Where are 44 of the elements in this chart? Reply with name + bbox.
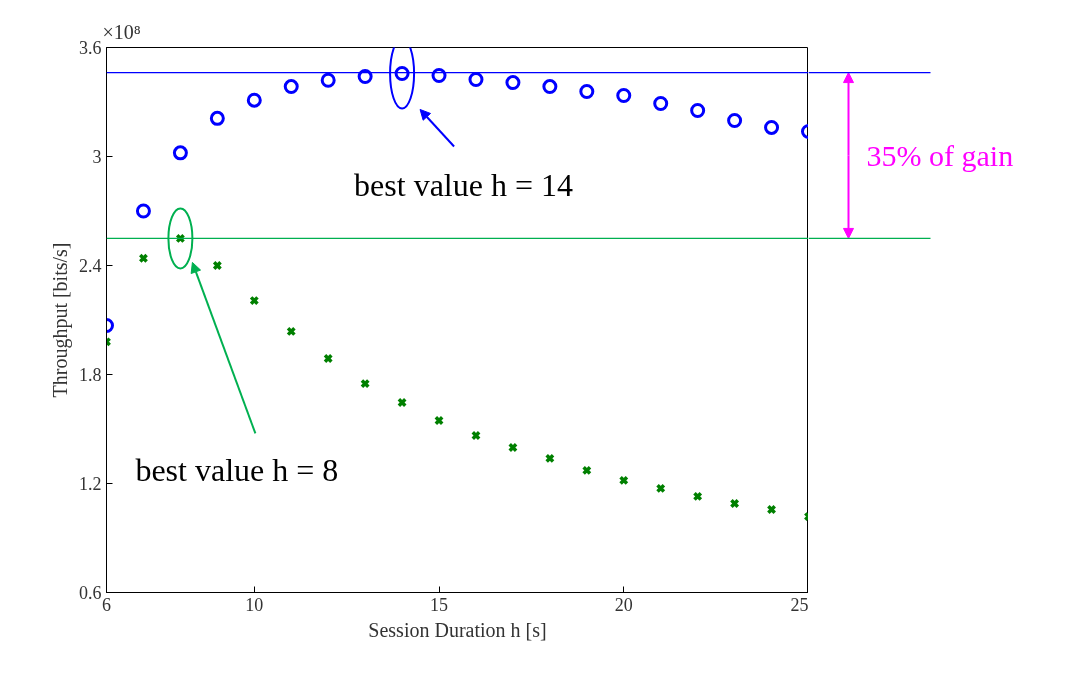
annotation: best value h = 14 — [354, 167, 573, 204]
point — [209, 110, 225, 126]
point — [397, 397, 408, 408]
point — [135, 203, 151, 219]
y-tick-label: 1.8 — [79, 365, 102, 385]
point — [727, 113, 743, 129]
point — [286, 326, 297, 337]
point — [357, 69, 373, 85]
x-tick-label: 25 — [790, 594, 809, 615]
point — [434, 415, 444, 426]
text: ×10⁸ — [102, 20, 141, 43]
point — [249, 295, 260, 306]
point — [507, 442, 518, 453]
point — [471, 430, 481, 441]
point — [172, 145, 188, 161]
x-axis-title: Session Duration h [s] — [368, 618, 547, 641]
point — [653, 95, 669, 111]
point — [468, 71, 484, 87]
x-tick-label: 15 — [430, 594, 449, 615]
point — [283, 79, 299, 95]
annotation: best value h = 8 — [135, 452, 339, 489]
point — [616, 87, 632, 103]
point — [690, 103, 706, 119]
point — [542, 79, 558, 95]
y-tick-label: 3.6 — [79, 38, 102, 58]
point — [764, 119, 780, 135]
point — [360, 378, 371, 389]
point — [431, 67, 447, 83]
point — [323, 353, 334, 364]
point — [579, 83, 595, 99]
x-tick-label: 10 — [245, 594, 264, 615]
y-tick-label: 3 — [92, 147, 102, 167]
point — [505, 75, 521, 91]
point — [320, 72, 336, 88]
x-tick-label: 20 — [614, 594, 633, 615]
x-tick-label: 6 — [102, 594, 111, 615]
text: 35% of gain — [866, 139, 1014, 172]
y-tick-label: 2.4 — [79, 256, 102, 276]
y-axis-title: Throughput [bits/s] — [49, 242, 72, 398]
y-tick-label: 1.2 — [79, 474, 102, 494]
point — [212, 260, 223, 271]
y-tick-label: 0.6 — [79, 583, 102, 603]
point — [138, 253, 149, 264]
point — [246, 92, 262, 108]
